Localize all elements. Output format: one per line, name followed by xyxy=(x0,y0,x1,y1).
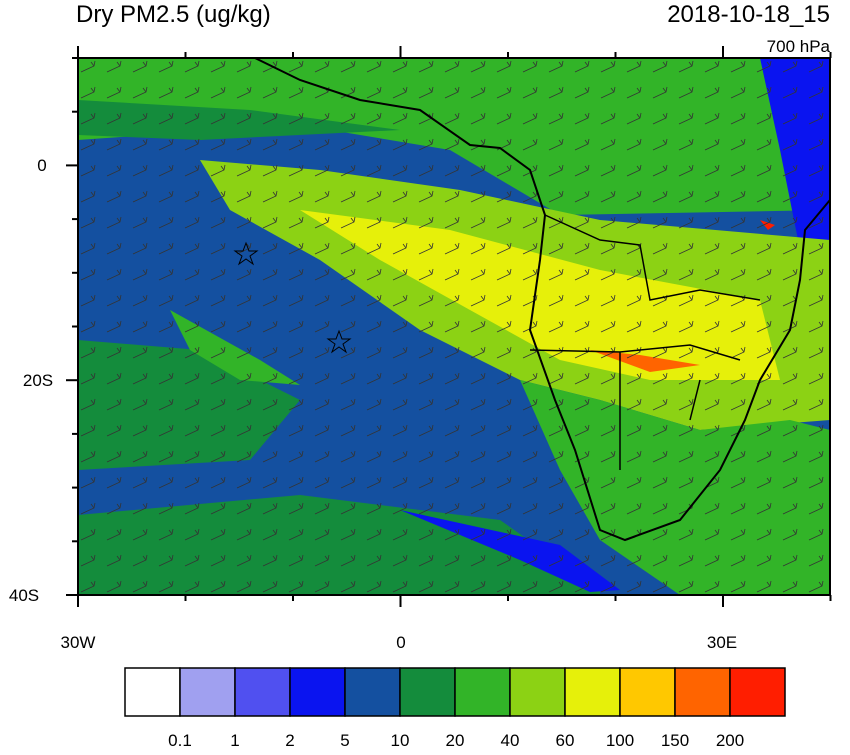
colorbar-label: 150 xyxy=(661,731,689,750)
colorbar-box xyxy=(509,667,566,717)
colorbar-label: 2 xyxy=(285,731,294,750)
lat-label: 20S xyxy=(23,371,53,390)
colorbar-label: 5 xyxy=(340,731,349,750)
colorbar-label: 60 xyxy=(556,731,575,750)
colorbar-box xyxy=(454,667,511,717)
lon-label: 30E xyxy=(707,633,737,652)
colorbar-box xyxy=(619,667,676,717)
colorbar-box xyxy=(564,667,621,717)
lon-label: 0 xyxy=(396,633,405,652)
title: Dry PM2.5 (ug/kg) xyxy=(76,1,271,28)
colorbar-label: 100 xyxy=(606,731,634,750)
colorbar-label: 200 xyxy=(716,731,744,750)
level-label: 700 hPa xyxy=(767,37,831,56)
lat-label: 0 xyxy=(37,156,46,175)
colorbar: 0.1 1 2 5 10 20 40 60 100 150 200 xyxy=(124,667,786,750)
colorbar-box xyxy=(179,667,236,717)
axis-ticks xyxy=(66,46,832,607)
map-field xyxy=(78,58,830,595)
colorbar-label: 40 xyxy=(501,731,520,750)
colorbar-box xyxy=(399,667,456,717)
colorbar-label: 10 xyxy=(391,731,410,750)
lat-label: 40S xyxy=(9,586,39,605)
colorbar-box xyxy=(234,667,291,717)
colorbar-label: 1 xyxy=(230,731,239,750)
colorbar-label: 20 xyxy=(446,731,465,750)
colorbar-box xyxy=(344,667,401,717)
colorbar-label: 0.1 xyxy=(168,731,192,750)
colorbar-box xyxy=(674,667,731,717)
colorbar-box xyxy=(124,667,181,717)
colorbar-box xyxy=(729,667,786,717)
colorbar-box xyxy=(289,667,346,717)
time-label: 2018-10-18_15 xyxy=(667,1,830,28)
lon-label: 30W xyxy=(61,633,96,652)
